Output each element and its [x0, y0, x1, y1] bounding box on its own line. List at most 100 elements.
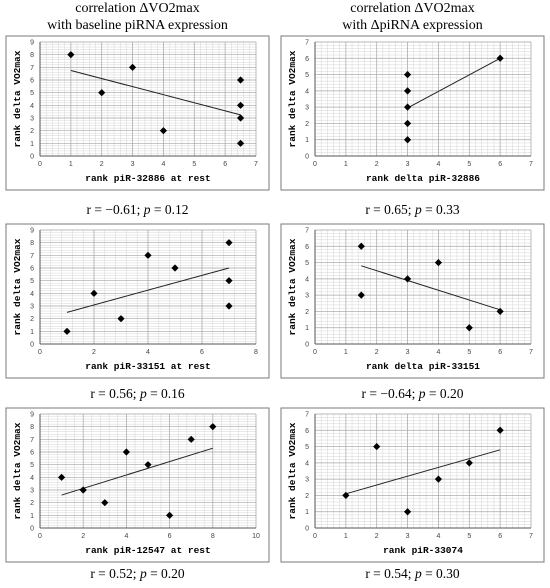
y-tick-label: 4 [30, 103, 34, 110]
data-point [159, 127, 168, 135]
scatter-chart-2: 0 1 2 3 4 5 6 7 0 1 2 3 4 5 6 7 rank delta piR-32886 rank… [280, 35, 545, 191]
x-tick-label: 5 [467, 161, 471, 168]
x-axis-title: rank delta piR-33151 [366, 361, 480, 372]
x-tick-label: 5 [192, 161, 196, 168]
trendline [70, 70, 241, 116]
chart-6-stats: r = 0.54; p = 0.30 [275, 566, 550, 582]
chart-5-r: r = 0.52; [90, 566, 140, 581]
x-tick-label: 2 [375, 161, 379, 168]
y-tick-label: 1 [305, 509, 309, 516]
chart-panel-2: 0 1 2 3 4 5 6 7 0 1 2 3 4 5 6 7 rank delta piR-32886 rank… [275, 32, 550, 194]
y-tick-label: 4 [305, 276, 309, 283]
data-point [236, 139, 245, 147]
y-tick-label: 9 [30, 412, 34, 419]
y-tick-label: 3 [30, 488, 34, 495]
y-axis-title: rank delta VO2max [287, 238, 298, 335]
x-tick-label: 1 [344, 533, 348, 540]
y-tick-label: 6 [30, 450, 34, 457]
major-grid [314, 229, 532, 345]
chart-panel-6: 0 1 2 3 4 5 6 7 0 1 2 3 4 5 6 7 rank piR-33074 rank delta… [275, 404, 550, 566]
chart-4-p-label: p [418, 386, 426, 401]
y-tick-label: 0 [30, 154, 34, 161]
y-tick-label: 2 [305, 121, 309, 128]
y-tick-label: 3 [305, 477, 309, 484]
data-point [98, 89, 106, 97]
y-tick-label: 0 [30, 526, 34, 533]
x-tick-label: 0 [38, 533, 42, 540]
y-tick-label: 2 [305, 493, 309, 500]
x-tick-label: 6 [223, 161, 227, 168]
x-axis-title: rank piR-12547 at rest [85, 545, 210, 556]
x-tick-label: 0 [313, 161, 317, 168]
x-axis-title: rank delta piR-32886 [366, 173, 480, 184]
left-column-header: correlation ΔVO2max with baseline piRNA … [0, 0, 275, 34]
right-header-line-2: with ΔpiRNA expression [342, 18, 483, 33]
x-tick-label: 1 [344, 161, 348, 168]
y-tick-label: 1 [30, 329, 34, 336]
y-tick-label: 0 [30, 342, 34, 349]
x-tick-label: 6 [168, 533, 172, 540]
y-tick-label: 1 [305, 325, 309, 332]
chart-3-p-label: p [139, 386, 147, 401]
y-tick-label: 5 [30, 278, 34, 285]
left-header-line-2: with baseline piRNA expression [47, 18, 228, 33]
y-tick-label: 6 [30, 266, 34, 273]
y-tick-label: 1 [305, 137, 309, 144]
right-header-line-1: correlation ΔVO2max [350, 1, 475, 16]
y-tick-label: 8 [30, 424, 34, 431]
data-point [122, 448, 130, 456]
right-column-header: correlation ΔVO2max with ΔpiRNA expressi… [275, 0, 550, 34]
chart-2-p-value: = 0.33 [421, 202, 460, 217]
x-tick-label: 7 [529, 161, 533, 168]
x-tick-label: 0 [38, 349, 42, 356]
chart-6-r: r = 0.54; [365, 566, 415, 581]
x-axis-title: rank piR-32886 at rest [85, 173, 210, 184]
y-axis-title: rank delta VO2max [287, 50, 298, 147]
scatter-chart-3: 0 2 4 6 8 0 1 2 3 4 5 6 7 8 9 rank piR-33151 at rest ran… [5, 223, 270, 379]
y-tick-label: 5 [30, 462, 34, 469]
y-tick-label: 2 [30, 128, 34, 135]
chart-5-p-value: = 0.20 [146, 566, 185, 581]
chart-3-r: r = 0.56; [90, 386, 140, 401]
x-tick-label: 8 [211, 533, 215, 540]
x-tick-label: 6 [498, 349, 502, 356]
x-tick-label: 4 [161, 161, 165, 168]
scatter-chart-4: 0 1 2 3 4 5 6 7 0 1 2 3 4 5 6 7 rank delta piR-33151 rank… [280, 223, 545, 379]
y-tick-label: 9 [30, 40, 34, 47]
x-tick-label: 1 [344, 349, 348, 356]
y-tick-label: 8 [30, 52, 34, 59]
x-tick-label: 6 [200, 349, 204, 356]
y-tick-label: 0 [305, 526, 309, 533]
y-tick-label: 4 [305, 460, 309, 467]
y-tick-label: 3 [30, 304, 34, 311]
x-axis-title: rank piR-33151 at rest [85, 361, 210, 372]
chart-3-p-value: = 0.16 [146, 386, 185, 401]
chart-2-stats: r = 0.65; p = 0.33 [275, 202, 550, 218]
trendline [361, 265, 501, 311]
y-tick-label: 7 [305, 412, 309, 419]
y-tick-label: 7 [30, 65, 34, 72]
chart-panel-5: 0 2 4 6 8 10 0 1 2 3 4 5 6 7 8 9 rank piR-12547 at rest r… [0, 404, 275, 566]
x-tick-label: 7 [529, 533, 533, 540]
x-tick-label: 5 [467, 349, 471, 356]
x-tick-label: 6 [498, 533, 502, 540]
chart-6-p-label: p [414, 566, 422, 581]
x-tick-label: 3 [131, 161, 135, 168]
data-point [128, 63, 137, 71]
y-tick-label: 2 [30, 316, 34, 323]
y-tick-label: 4 [30, 475, 34, 482]
chart-5-stats: r = 0.52; p = 0.20 [0, 566, 275, 582]
x-tick-label: 3 [406, 533, 410, 540]
x-tick-label: 1 [69, 161, 73, 168]
x-tick-label: 7 [254, 161, 258, 168]
trendline [345, 449, 501, 495]
y-tick-label: 5 [305, 444, 309, 451]
trendline [66, 267, 230, 313]
x-tick-label: 4 [146, 349, 150, 356]
trendline [407, 57, 501, 109]
y-tick-label: 4 [30, 291, 34, 298]
scatter-chart-5: 0 2 4 6 8 10 0 1 2 3 4 5 6 7 8 9 rank piR-12547 at rest r… [5, 407, 270, 563]
y-tick-label: 1 [30, 513, 34, 520]
x-tick-label: 4 [436, 161, 440, 168]
chart-3-stats: r = 0.56; p = 0.16 [0, 386, 275, 402]
